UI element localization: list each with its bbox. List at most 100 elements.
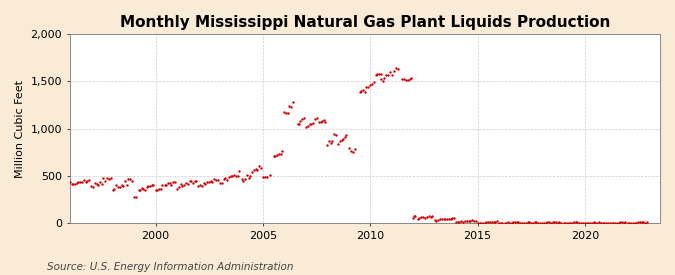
Point	[622, 221, 633, 225]
Point	[576, 220, 587, 225]
Point	[593, 220, 604, 225]
Point	[377, 79, 388, 83]
Point	[513, 220, 524, 224]
Point	[633, 220, 644, 225]
Point	[440, 217, 451, 221]
Point	[431, 219, 441, 223]
Point	[155, 186, 166, 191]
Point	[606, 221, 617, 225]
Point	[551, 220, 562, 224]
Point	[545, 220, 556, 225]
Point	[154, 186, 165, 191]
Point	[587, 221, 597, 225]
Point	[113, 185, 124, 189]
Point	[148, 183, 159, 188]
Point	[245, 173, 256, 178]
Point	[175, 182, 186, 186]
Point	[508, 220, 518, 224]
Point	[616, 220, 627, 224]
Point	[118, 184, 129, 188]
Point	[123, 176, 134, 181]
Point	[248, 168, 259, 172]
Point	[283, 111, 294, 116]
Point	[554, 220, 565, 225]
Point	[558, 221, 569, 225]
Point	[256, 166, 267, 170]
Point	[80, 180, 91, 184]
Point	[549, 220, 560, 224]
Point	[642, 220, 653, 225]
Point	[188, 180, 198, 185]
Point	[565, 221, 576, 225]
Point	[338, 136, 348, 141]
Point	[404, 77, 415, 81]
Point	[230, 174, 241, 178]
Point	[410, 214, 421, 219]
Point	[526, 220, 537, 225]
Point	[560, 221, 570, 225]
Point	[134, 188, 145, 192]
Point	[453, 220, 464, 224]
Point	[447, 216, 458, 221]
Point	[144, 184, 155, 188]
Point	[84, 178, 95, 182]
Point	[304, 122, 315, 127]
Point	[125, 177, 136, 181]
Point	[116, 182, 127, 187]
Point	[311, 116, 322, 120]
Point	[592, 221, 603, 225]
Point	[365, 83, 376, 87]
Point	[427, 213, 438, 218]
Point	[402, 78, 413, 82]
Point	[143, 184, 154, 188]
Point	[524, 220, 535, 225]
Point	[189, 179, 200, 183]
Point	[281, 111, 292, 116]
Point	[227, 174, 238, 178]
Point	[179, 183, 190, 187]
Point	[528, 220, 539, 225]
Point	[436, 217, 447, 221]
Point	[372, 72, 383, 77]
Point	[186, 178, 196, 183]
Point	[451, 219, 462, 224]
Point	[472, 221, 483, 225]
Point	[441, 217, 452, 221]
Point	[275, 152, 286, 156]
Point	[68, 182, 79, 186]
Point	[111, 183, 122, 188]
Point	[520, 220, 531, 225]
Point	[297, 116, 308, 121]
Point	[122, 182, 132, 187]
Point	[97, 182, 107, 186]
Point	[499, 221, 510, 225]
Point	[127, 179, 138, 183]
Point	[309, 117, 320, 121]
Point	[423, 214, 434, 219]
Point	[306, 122, 317, 127]
Point	[169, 180, 180, 185]
Point	[493, 221, 504, 225]
Point	[98, 176, 109, 180]
Point	[163, 181, 173, 186]
Point	[191, 179, 202, 183]
Point	[412, 217, 423, 221]
Point	[397, 77, 408, 82]
Point	[481, 220, 491, 224]
Point	[491, 219, 502, 224]
Point	[95, 180, 105, 184]
Point	[463, 219, 474, 224]
Point	[638, 220, 649, 225]
Point	[151, 188, 161, 192]
Point	[620, 220, 631, 224]
Point	[359, 89, 370, 94]
Point	[585, 221, 595, 225]
Point	[318, 118, 329, 122]
Point	[133, 188, 144, 192]
Point	[477, 221, 488, 225]
Point	[229, 173, 240, 178]
Point	[579, 221, 590, 225]
Point	[252, 168, 263, 172]
Point	[166, 183, 177, 187]
Point	[157, 183, 168, 187]
